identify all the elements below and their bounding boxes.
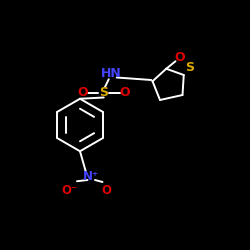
Text: O: O bbox=[120, 86, 130, 99]
Text: O: O bbox=[102, 184, 112, 197]
Text: S: S bbox=[186, 61, 194, 74]
Text: O: O bbox=[77, 86, 88, 99]
Text: O: O bbox=[175, 51, 185, 64]
Text: S: S bbox=[99, 86, 108, 99]
Text: HN: HN bbox=[101, 67, 121, 80]
Text: O⁻: O⁻ bbox=[62, 184, 78, 197]
Text: N⁺: N⁺ bbox=[83, 170, 99, 183]
